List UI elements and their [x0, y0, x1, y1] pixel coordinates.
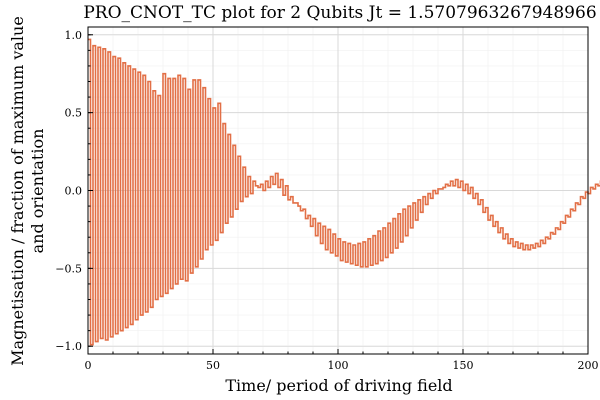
x-axis-label: Time/ period of driving field	[225, 376, 452, 395]
series-layer	[88, 38, 600, 346]
x-tick-label: 0	[85, 359, 92, 372]
x-tick-label: 150	[453, 359, 474, 372]
y-tick-label: 0.0	[65, 185, 83, 198]
x-tick-label: 100	[328, 359, 349, 372]
y-tick-label: −0.5	[55, 262, 82, 275]
y-axis-label-line1: Magnetisation / fraction of maximum valu…	[8, 16, 27, 366]
y-tick-label: 1.0	[65, 29, 83, 42]
y-axis-label-line2: and orientation	[28, 129, 47, 254]
chart-title: PRO_CNOT_TC plot for 2 Qubits Jt = 1.570…	[83, 3, 596, 23]
y-tick-label: 0.5	[65, 107, 83, 120]
x-tick-label: 50	[206, 359, 220, 372]
ticks: 0 50 100 150 200 −1.0 −0.5 0.0 0.5 1.0	[55, 29, 598, 372]
series-line	[88, 38, 600, 346]
x-tick-label: 200	[578, 359, 599, 372]
y-tick-label: −1.0	[55, 340, 82, 353]
